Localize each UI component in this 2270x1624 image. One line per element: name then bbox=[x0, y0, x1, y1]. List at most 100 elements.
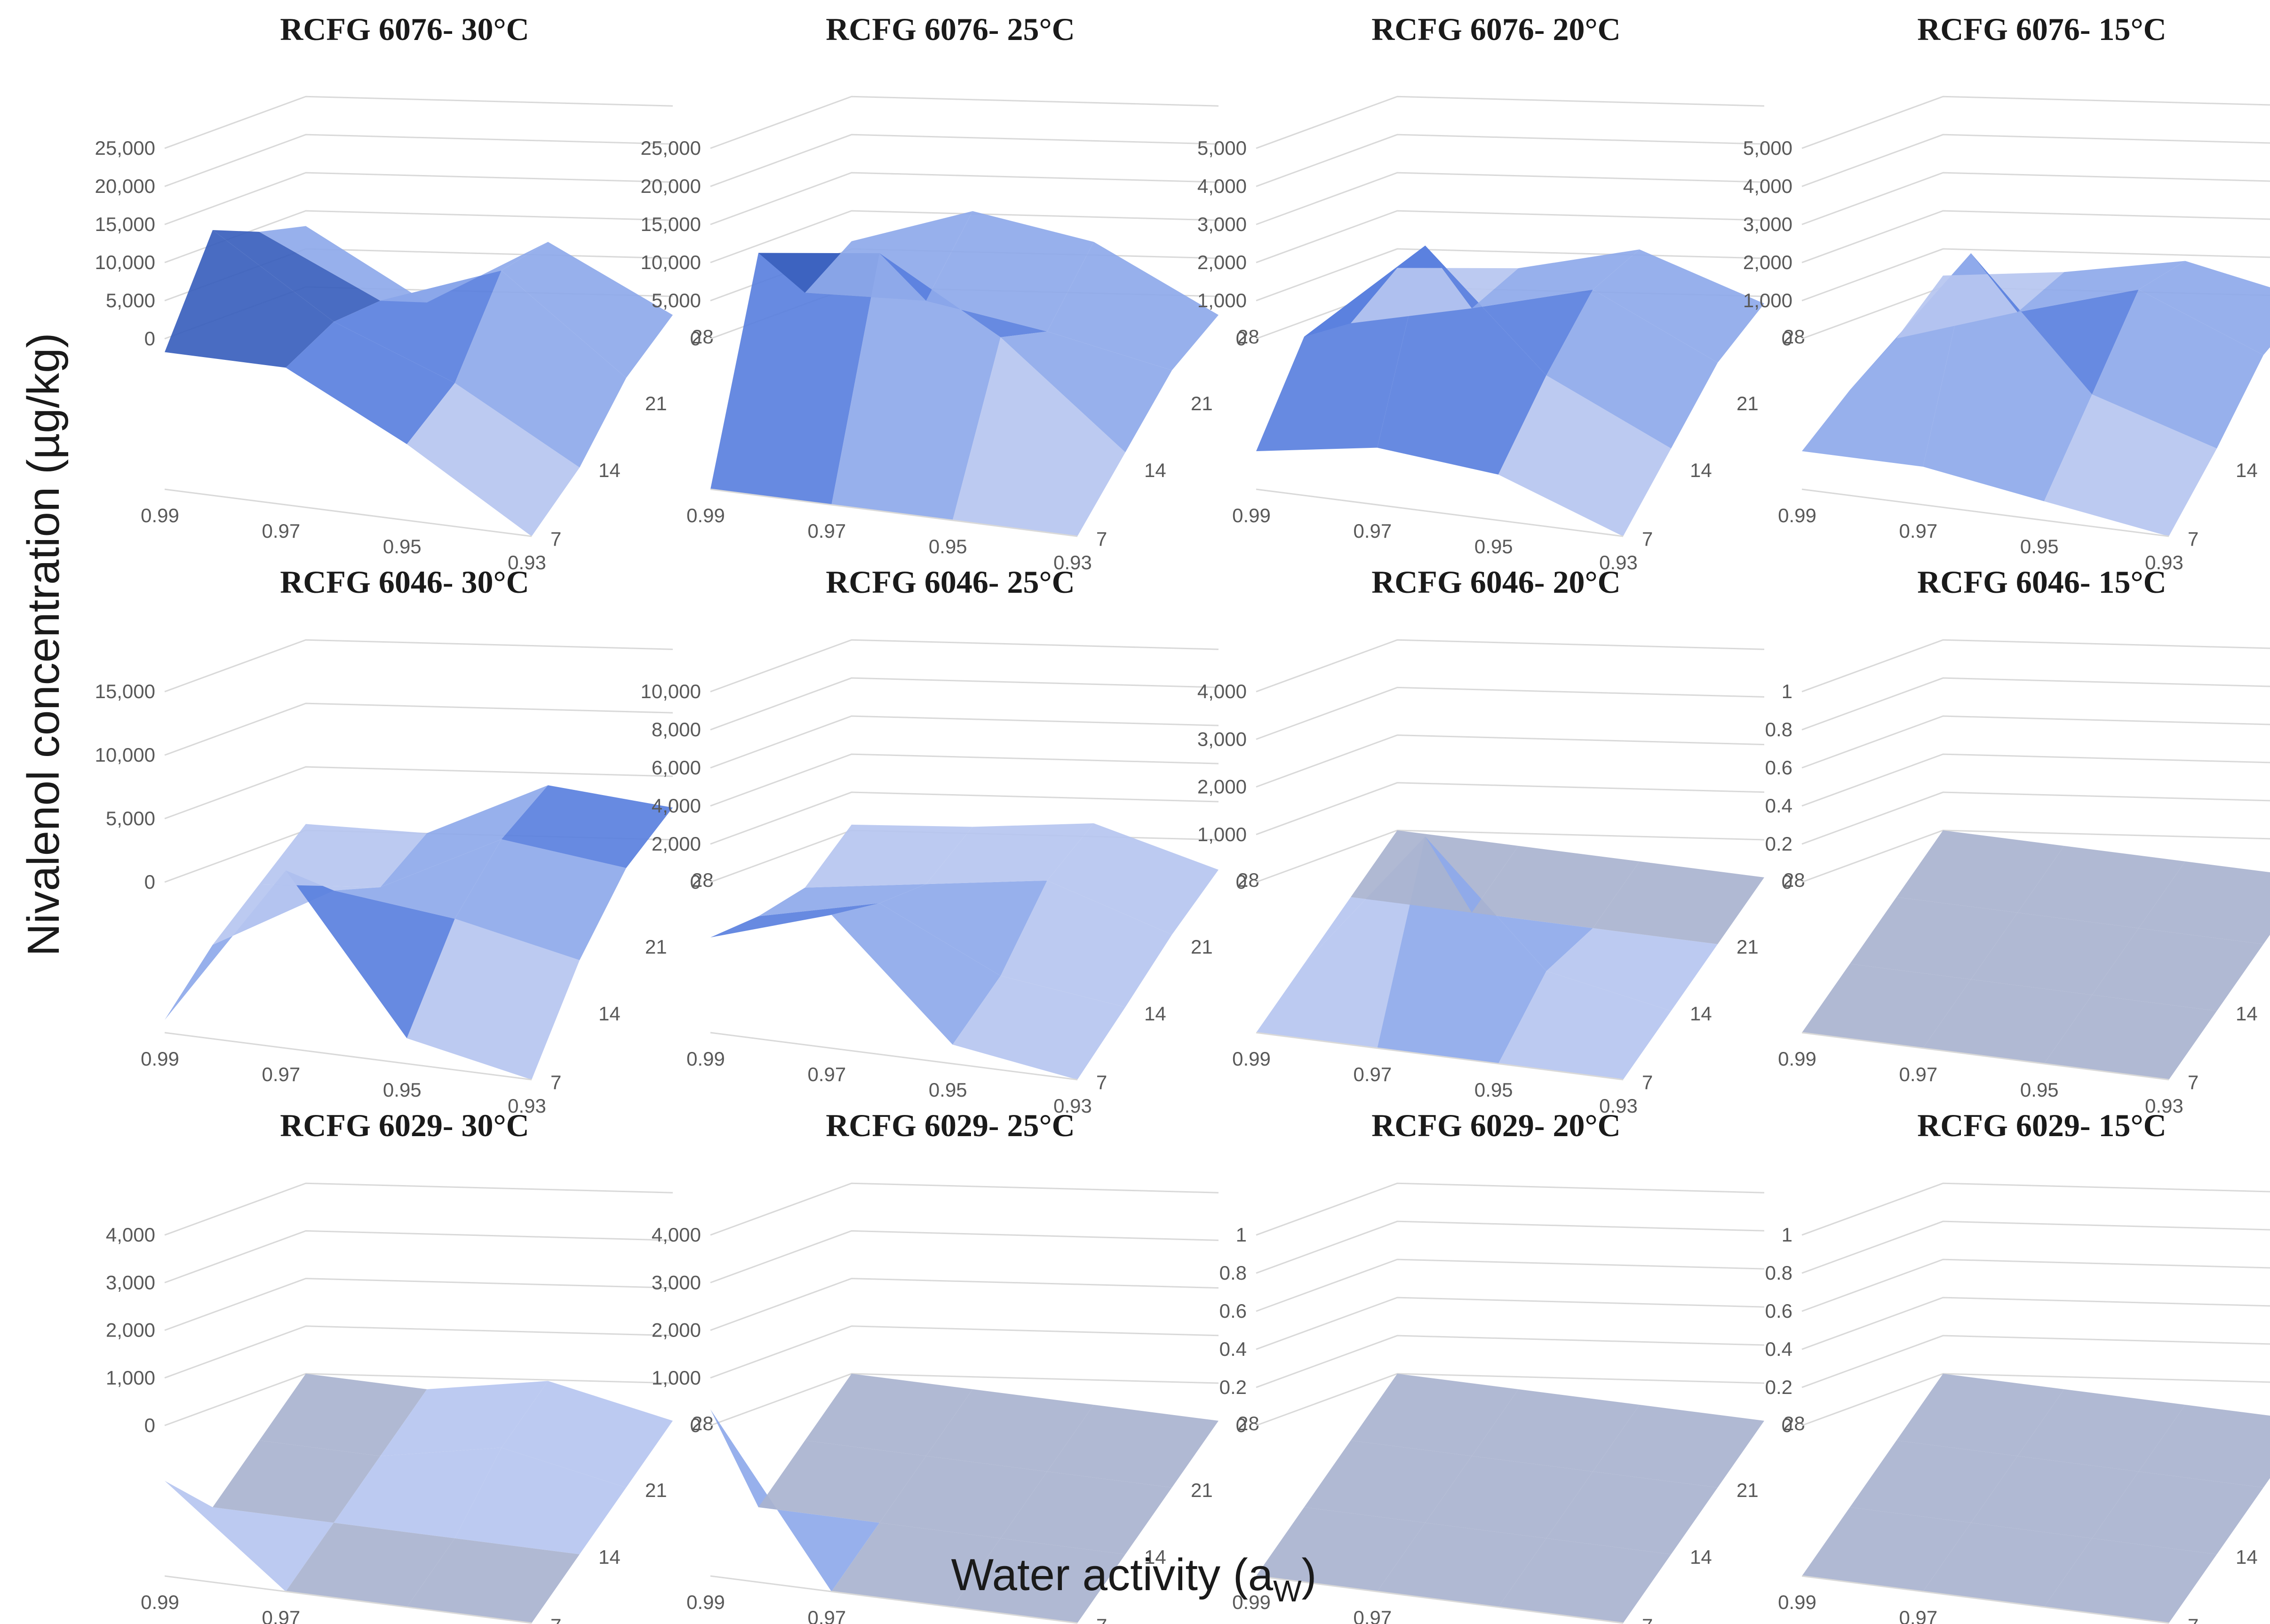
z-tick-label: 2,000 bbox=[1743, 251, 1792, 273]
surface-facet bbox=[1593, 249, 1764, 363]
floor-edge bbox=[1801, 1032, 2169, 1081]
x-tick-label: 0.97 bbox=[262, 1607, 301, 1624]
z-tick-label: 0.2 bbox=[1765, 1376, 1792, 1398]
depth-tick-label: 28 bbox=[1237, 869, 1259, 891]
surface-facet bbox=[406, 383, 580, 536]
surface-facet bbox=[380, 1381, 548, 1456]
z-tick-label: 5,000 bbox=[652, 289, 701, 311]
z-tick-label: 15,000 bbox=[641, 213, 701, 235]
z-tick-label: 10,000 bbox=[641, 680, 701, 702]
surface-facet bbox=[1472, 1389, 1640, 1472]
surface-facet bbox=[334, 271, 502, 383]
z-tick-label: 0 bbox=[1782, 1414, 1792, 1436]
surface-facet bbox=[1896, 272, 2064, 339]
panel-3: 0 1,000 2,000 3,000 4,000 5,000 0.99 0.97 0.95 0.… bbox=[1197, 11, 1805, 573]
z-tick-label: 0 bbox=[144, 871, 155, 893]
z-tick-label: 0 bbox=[690, 327, 701, 350]
depth-tick-label: 28 bbox=[1237, 1412, 1259, 1434]
surface-facet bbox=[1850, 897, 2018, 979]
surface-facet bbox=[1896, 830, 2064, 913]
x-tick-label: 0.99 bbox=[686, 1591, 725, 1613]
depth-tick-label: 28 bbox=[1237, 326, 1259, 348]
surface-facet bbox=[926, 823, 1094, 884]
panel-6: 0 2,000 4,000 6,000 8,000 10,000 0.99 0.97 0.95 0… bbox=[641, 564, 1259, 1117]
depth-tick-label: 21 bbox=[1191, 936, 1213, 958]
gridline bbox=[1801, 248, 2270, 302]
gridline bbox=[1256, 1297, 1765, 1350]
z-tick-label: 0 bbox=[1782, 871, 1792, 893]
gridline bbox=[1801, 1220, 2270, 1274]
z-tick-label: 1,000 bbox=[652, 1367, 701, 1389]
gridline bbox=[1256, 1335, 1765, 1388]
surface-facet bbox=[758, 1440, 926, 1523]
z-tick-label: 0 bbox=[690, 871, 701, 893]
gridline bbox=[164, 1230, 673, 1283]
z-tick-label: 0.8 bbox=[1765, 718, 1792, 740]
surface-facet bbox=[2017, 261, 2185, 312]
x-tick-label: 0.99 bbox=[1232, 1591, 1271, 1613]
z-tick-label: 1,000 bbox=[1743, 289, 1792, 311]
gridline bbox=[1256, 734, 1765, 788]
z-tick-label: 4,000 bbox=[106, 1224, 155, 1246]
surface-facet bbox=[831, 1522, 1001, 1607]
x-tick-label: 0.93 bbox=[1053, 551, 1092, 573]
gridline bbox=[1801, 134, 2270, 187]
surface-facet bbox=[2017, 1389, 2185, 1472]
surface-facet bbox=[380, 785, 548, 887]
z-tick-label: 0 bbox=[1782, 327, 1792, 350]
surface-facet bbox=[926, 211, 1094, 332]
surface-facet bbox=[213, 1440, 381, 1523]
depth-tick-label: 14 bbox=[598, 459, 621, 481]
surface-facet bbox=[2138, 261, 2270, 355]
gridline bbox=[710, 791, 1219, 845]
z-tick-label: 2,000 bbox=[1197, 776, 1247, 798]
z-tick-label: 4,000 bbox=[652, 1224, 701, 1246]
surface-facet bbox=[1256, 1507, 1426, 1592]
surface-facet bbox=[1000, 880, 1172, 1007]
z-tick-label: 10,000 bbox=[641, 251, 701, 273]
z-tick-label: 2,000 bbox=[652, 833, 701, 855]
z-tick-label: 0.4 bbox=[1765, 795, 1792, 817]
surface-facet bbox=[334, 839, 502, 919]
floor-edge bbox=[1801, 1575, 2169, 1624]
surface-facet bbox=[879, 880, 1047, 976]
x-tick-label: 0.97 bbox=[808, 1063, 846, 1085]
z-tick-label: 1 bbox=[1782, 680, 1792, 702]
gridline bbox=[710, 210, 1219, 263]
z-tick-label: 25,000 bbox=[95, 137, 155, 159]
depth-tick-label: 14 bbox=[1690, 1003, 1712, 1025]
surface-facet bbox=[1304, 1440, 1472, 1523]
z-tick-label: 2,000 bbox=[652, 1319, 701, 1341]
gridline bbox=[1256, 96, 1765, 149]
surface-facet bbox=[1047, 242, 1219, 371]
x-tick-label: 0.99 bbox=[1232, 1048, 1271, 1070]
gridline bbox=[1801, 639, 2270, 693]
surface-facet bbox=[805, 824, 973, 888]
depth-tick-label: 7 bbox=[2188, 1615, 2198, 1624]
surface-facet bbox=[805, 1374, 973, 1456]
x-tick-label: 0.95 bbox=[1474, 535, 1513, 557]
surface-facet bbox=[1498, 1538, 1671, 1623]
panels-container: 05,00010,00015,00020,00025,0000.990.970.… bbox=[95, 11, 2270, 1624]
x-tick-label: 0.95 bbox=[1474, 1622, 1513, 1624]
surface-facet bbox=[1472, 249, 1640, 309]
x-tick-label: 0.99 bbox=[141, 1591, 179, 1613]
gridline bbox=[164, 766, 673, 820]
x-tick-label: 0.95 bbox=[929, 1079, 967, 1101]
depth-tick-label: 7 bbox=[1642, 528, 1653, 550]
surface-facet bbox=[1593, 861, 1764, 944]
z-tick-label: 0.6 bbox=[1765, 1300, 1792, 1322]
x-tick-label: 0.97 bbox=[808, 520, 846, 542]
floor-edge bbox=[164, 488, 532, 537]
panel-title: RCFG 6046- 20°C bbox=[1371, 564, 1621, 600]
surface-facet bbox=[286, 321, 455, 445]
depth-tick-label: 7 bbox=[550, 1615, 561, 1624]
x-tick-label: 0.95 bbox=[2020, 1622, 2059, 1624]
surface-facet bbox=[1498, 375, 1671, 536]
depth-tick-label: 14 bbox=[598, 1546, 621, 1568]
surface-facet bbox=[1472, 846, 1640, 928]
x-tick-label: 0.97 bbox=[262, 1063, 301, 1085]
depth-tick-label: 7 bbox=[550, 1071, 561, 1093]
x-tick-label: 0.97 bbox=[1354, 1607, 1392, 1624]
surface-facet bbox=[1923, 1522, 2092, 1607]
